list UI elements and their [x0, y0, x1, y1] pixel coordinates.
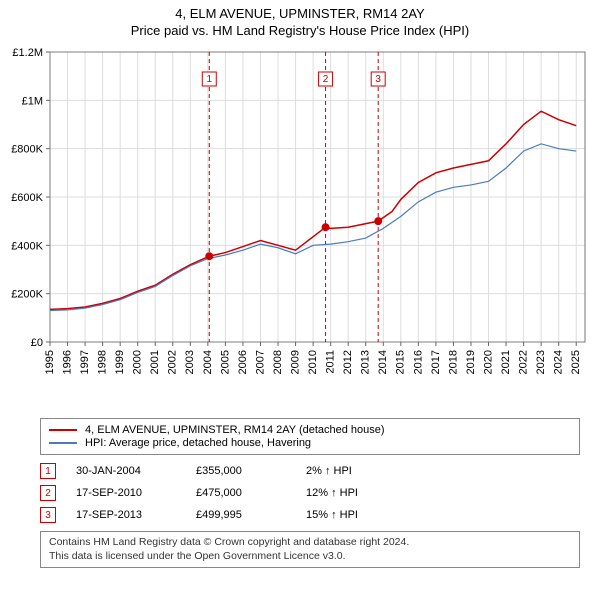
sale-row: 1 30-JAN-2004£355,0002% ↑ HPI: [40, 463, 580, 479]
svg-text:2009: 2009: [289, 350, 301, 374]
footer-attribution: Contains HM Land Registry data © Crown c…: [40, 531, 580, 568]
sale-marker-box: 1: [40, 463, 56, 479]
svg-text:2010: 2010: [307, 350, 319, 374]
sale-date: 30-JAN-2004: [76, 465, 196, 477]
svg-text:2015: 2015: [395, 350, 407, 374]
sale-price: £499,995: [196, 509, 306, 521]
svg-text:2017: 2017: [430, 350, 442, 374]
svg-text:£1M: £1M: [22, 95, 43, 107]
svg-text:2011: 2011: [325, 350, 337, 374]
sale-row: 3 17-SEP-2013£499,99515% ↑ HPI: [40, 507, 580, 523]
svg-text:£600K: £600K: [11, 192, 43, 204]
sales-table: 1 30-JAN-2004£355,0002% ↑ HPI 2 17-SEP-2010…: [40, 463, 580, 523]
svg-text:1996: 1996: [61, 350, 73, 374]
footer-line2: This data is licensed under the Open Gov…: [49, 550, 571, 564]
svg-text:2: 2: [323, 74, 329, 85]
svg-text:2023: 2023: [535, 350, 547, 374]
svg-text:2014: 2014: [377, 350, 389, 374]
svg-text:£1.2M: £1.2M: [12, 47, 43, 59]
svg-text:£200K: £200K: [11, 289, 43, 301]
svg-text:3: 3: [375, 74, 381, 85]
chart-container: £0 £200K £400K £600K £800K £1M £1.2M 1995 1996 19…: [0, 42, 600, 412]
svg-text:1999: 1999: [114, 350, 126, 374]
svg-text:2013: 2013: [360, 350, 372, 374]
svg-text:2000: 2000: [132, 350, 144, 374]
legend: 4, ELM AVENUE, UPMINSTER, RM14 2AY (deta…: [40, 418, 580, 455]
sale-diff: 12% ↑ HPI: [306, 487, 416, 499]
title-address: 4, ELM AVENUE, UPMINSTER, RM14 2AY: [0, 6, 600, 21]
svg-text:2012: 2012: [342, 350, 354, 374]
legend-swatch: [49, 429, 77, 431]
svg-text:2025: 2025: [570, 350, 582, 374]
legend-item: HPI: Average price, detached house, Have…: [49, 437, 571, 449]
svg-text:1998: 1998: [97, 350, 109, 374]
legend-item: 4, ELM AVENUE, UPMINSTER, RM14 2AY (deta…: [49, 424, 571, 436]
svg-text:1997: 1997: [79, 350, 91, 374]
svg-text:2024: 2024: [553, 350, 565, 374]
svg-text:1: 1: [206, 74, 212, 85]
sale-marker-box: 3: [40, 507, 56, 523]
legend-swatch: [49, 442, 77, 444]
svg-text:2008: 2008: [272, 350, 284, 374]
svg-text:£400K: £400K: [11, 240, 43, 252]
title-subtitle: Price paid vs. HM Land Registry's House …: [0, 23, 600, 38]
sale-date: 17-SEP-2010: [76, 487, 196, 499]
sale-date: 17-SEP-2013: [76, 509, 196, 521]
svg-text:2002: 2002: [167, 350, 179, 374]
sale-marker-box: 2: [40, 485, 56, 501]
svg-text:2007: 2007: [254, 350, 266, 374]
svg-text:2021: 2021: [500, 350, 512, 374]
legend-label: 4, ELM AVENUE, UPMINSTER, RM14 2AY (deta…: [85, 424, 385, 436]
legend-label: HPI: Average price, detached house, Have…: [85, 437, 311, 449]
sale-row: 2 17-SEP-2010£475,00012% ↑ HPI: [40, 485, 580, 501]
svg-text:2019: 2019: [465, 350, 477, 374]
svg-text:2022: 2022: [518, 350, 530, 374]
svg-text:2004: 2004: [202, 350, 214, 374]
svg-text:2001: 2001: [149, 350, 161, 374]
svg-text:2003: 2003: [184, 350, 196, 374]
sale-price: £355,000: [196, 465, 306, 477]
line-chart: £0 £200K £400K £600K £800K £1M £1.2M 1995 1996 19…: [0, 42, 600, 412]
sale-diff: 2% ↑ HPI: [306, 465, 416, 477]
svg-text:1995: 1995: [44, 350, 56, 374]
svg-text:2020: 2020: [482, 350, 494, 374]
svg-text:2018: 2018: [447, 350, 459, 374]
svg-text:£0: £0: [31, 337, 43, 349]
svg-text:2016: 2016: [412, 350, 424, 374]
footer-line1: Contains HM Land Registry data © Crown c…: [49, 536, 571, 550]
svg-text:2005: 2005: [219, 350, 231, 374]
svg-text:£800K: £800K: [11, 144, 43, 156]
sale-price: £475,000: [196, 487, 306, 499]
sale-diff: 15% ↑ HPI: [306, 509, 416, 521]
svg-text:2006: 2006: [237, 350, 249, 374]
